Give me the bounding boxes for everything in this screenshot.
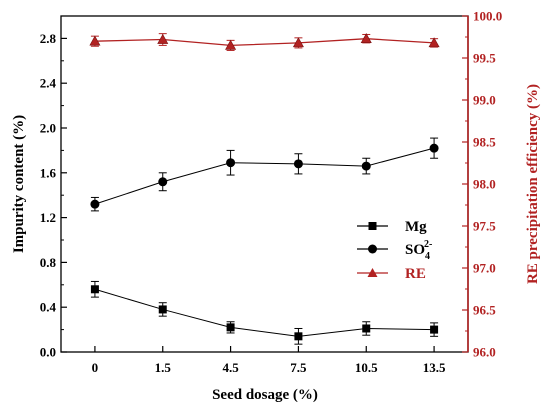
y2-tick-label: 96.0 (473, 345, 496, 360)
data-point (361, 161, 371, 171)
y2-tick-label: 98.5 (473, 135, 496, 150)
y-tick-label: 2.0 (40, 121, 56, 136)
y-axis-title: Impurity content (%) (11, 115, 27, 253)
y2-tick-label: 100.0 (473, 9, 502, 24)
data-point (89, 35, 101, 46)
legend-marker (368, 244, 377, 254)
y-tick-label: 0.0 (40, 345, 56, 360)
data-point (360, 33, 372, 43)
y-tick-label: 2.8 (40, 31, 57, 46)
legend-marker (367, 268, 378, 277)
data-point (90, 285, 99, 294)
y-tick-label: 1.2 (40, 210, 56, 225)
plot-frame (60, 15, 469, 353)
data-point (429, 143, 439, 153)
data-point (294, 332, 303, 341)
data-point (225, 39, 237, 50)
y-tick-label: 2.4 (40, 76, 57, 91)
data-point (292, 37, 304, 48)
series-line (94, 147, 435, 205)
x-tick-label: 0 (92, 360, 99, 375)
data-point (158, 177, 168, 187)
x-tick-label: 4.5 (222, 360, 239, 375)
data-point (428, 37, 440, 48)
legend-label: Mg (405, 219, 427, 235)
legend-label: SO42- (405, 239, 432, 262)
legend-marker (368, 222, 377, 230)
x-tick-label: 10.5 (355, 360, 378, 375)
x-tick-label: 1.5 (155, 360, 172, 375)
data-point (362, 324, 371, 333)
y2-tick-label: 97.0 (473, 261, 496, 276)
x-tick-label: 7.5 (290, 360, 307, 375)
legend-label: RE (405, 266, 426, 282)
y2-tick-label: 98.0 (473, 177, 496, 192)
y2-tick-label: 99.5 (473, 51, 496, 66)
y-tick-label: 0.4 (40, 300, 57, 315)
data-point (158, 305, 167, 314)
y-tick-label: 0.8 (40, 255, 57, 270)
y2-tick-label: 99.0 (473, 93, 496, 108)
y2-tick-label: 97.5 (473, 219, 496, 234)
data-point (226, 158, 236, 168)
y2-tick-label: 96.5 (473, 303, 496, 318)
legend: Mg SO42- RE (357, 219, 432, 282)
x-axis-title: Seed dosage (%) (212, 387, 318, 403)
data-point (226, 323, 235, 332)
data-point (90, 199, 100, 209)
data-point (157, 33, 169, 44)
series-line (94, 38, 435, 47)
x-tick-label: 13.5 (423, 360, 446, 375)
series-line (94, 288, 435, 337)
y-tick-label: 1.6 (40, 165, 57, 180)
data-point (430, 325, 439, 334)
y2-axis-title: RE precipitation efficiency (%) (525, 84, 541, 284)
data-point (293, 159, 303, 169)
